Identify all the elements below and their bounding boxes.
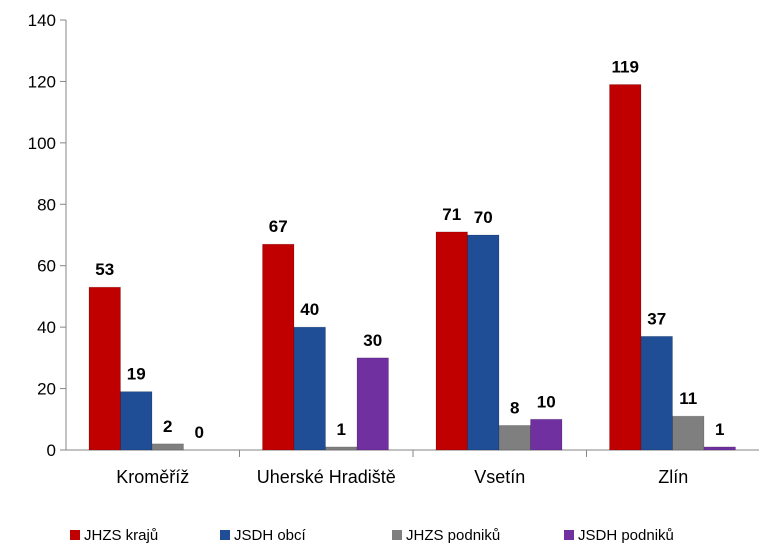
data-label: 2: [163, 417, 172, 436]
bar: [435, 231, 468, 451]
data-label: 1: [715, 420, 724, 439]
y-tick-label: 60: [37, 257, 56, 276]
bar: [672, 415, 705, 451]
bars: [88, 84, 736, 451]
bar: [88, 286, 121, 451]
y-tick-label: 0: [47, 441, 56, 460]
y-tick-label: 140: [28, 11, 56, 30]
bar: [498, 425, 531, 451]
data-label: 10: [537, 392, 556, 411]
legend-swatch: [70, 530, 80, 540]
data-label: 8: [510, 398, 519, 417]
bar: [293, 326, 326, 451]
bar: [262, 243, 295, 451]
legend-swatch: [564, 530, 574, 540]
data-label: 71: [442, 205, 461, 224]
data-label: 53: [95, 260, 114, 279]
data-label: 119: [612, 58, 639, 77]
data-label: 37: [647, 309, 666, 328]
y-tick-label: 80: [37, 195, 56, 214]
legend-label: JHZS krajů: [84, 527, 158, 544]
data-label: 40: [300, 300, 319, 319]
legend-label: JSDH obcí: [234, 527, 307, 544]
legend-swatch: [220, 530, 230, 540]
bar: [120, 391, 153, 451]
data-label: 67: [269, 217, 288, 236]
y-tick-label: 40: [37, 318, 56, 337]
bar: [467, 234, 500, 451]
y-tick-label: 20: [37, 380, 56, 399]
y-tick-label: 100: [28, 134, 56, 153]
legend: JHZS krajů JSDH obcí JHZS podniků JSDH podn…: [70, 527, 674, 544]
legend-label: JSDH podniků: [578, 527, 674, 544]
bar: [151, 443, 184, 451]
legend-swatch: [392, 530, 402, 540]
data-labels: 53 67 71 119 19 40 70 37 2 1 8 11 0 30 10 1: [95, 58, 724, 443]
x-category-label: Kroměříž: [116, 467, 189, 487]
data-label: 11: [679, 389, 697, 408]
data-label: 0: [195, 423, 204, 442]
x-category-label: Zlín: [658, 467, 688, 487]
data-label: 30: [363, 331, 382, 350]
bar: [356, 357, 389, 451]
bar: [703, 446, 736, 451]
bar: [609, 84, 642, 451]
x-category-label: Vsetín: [474, 467, 525, 487]
y-tick-label: 120: [28, 72, 56, 91]
data-label: 70: [474, 208, 493, 227]
x-category-label: Uherské Hradiště: [257, 467, 396, 487]
data-label: 19: [127, 365, 146, 384]
bar: [325, 446, 358, 451]
bar: [530, 418, 563, 451]
data-label: 1: [337, 420, 346, 439]
bar: [640, 335, 673, 451]
legend-label: JHZS podniků: [406, 527, 500, 544]
